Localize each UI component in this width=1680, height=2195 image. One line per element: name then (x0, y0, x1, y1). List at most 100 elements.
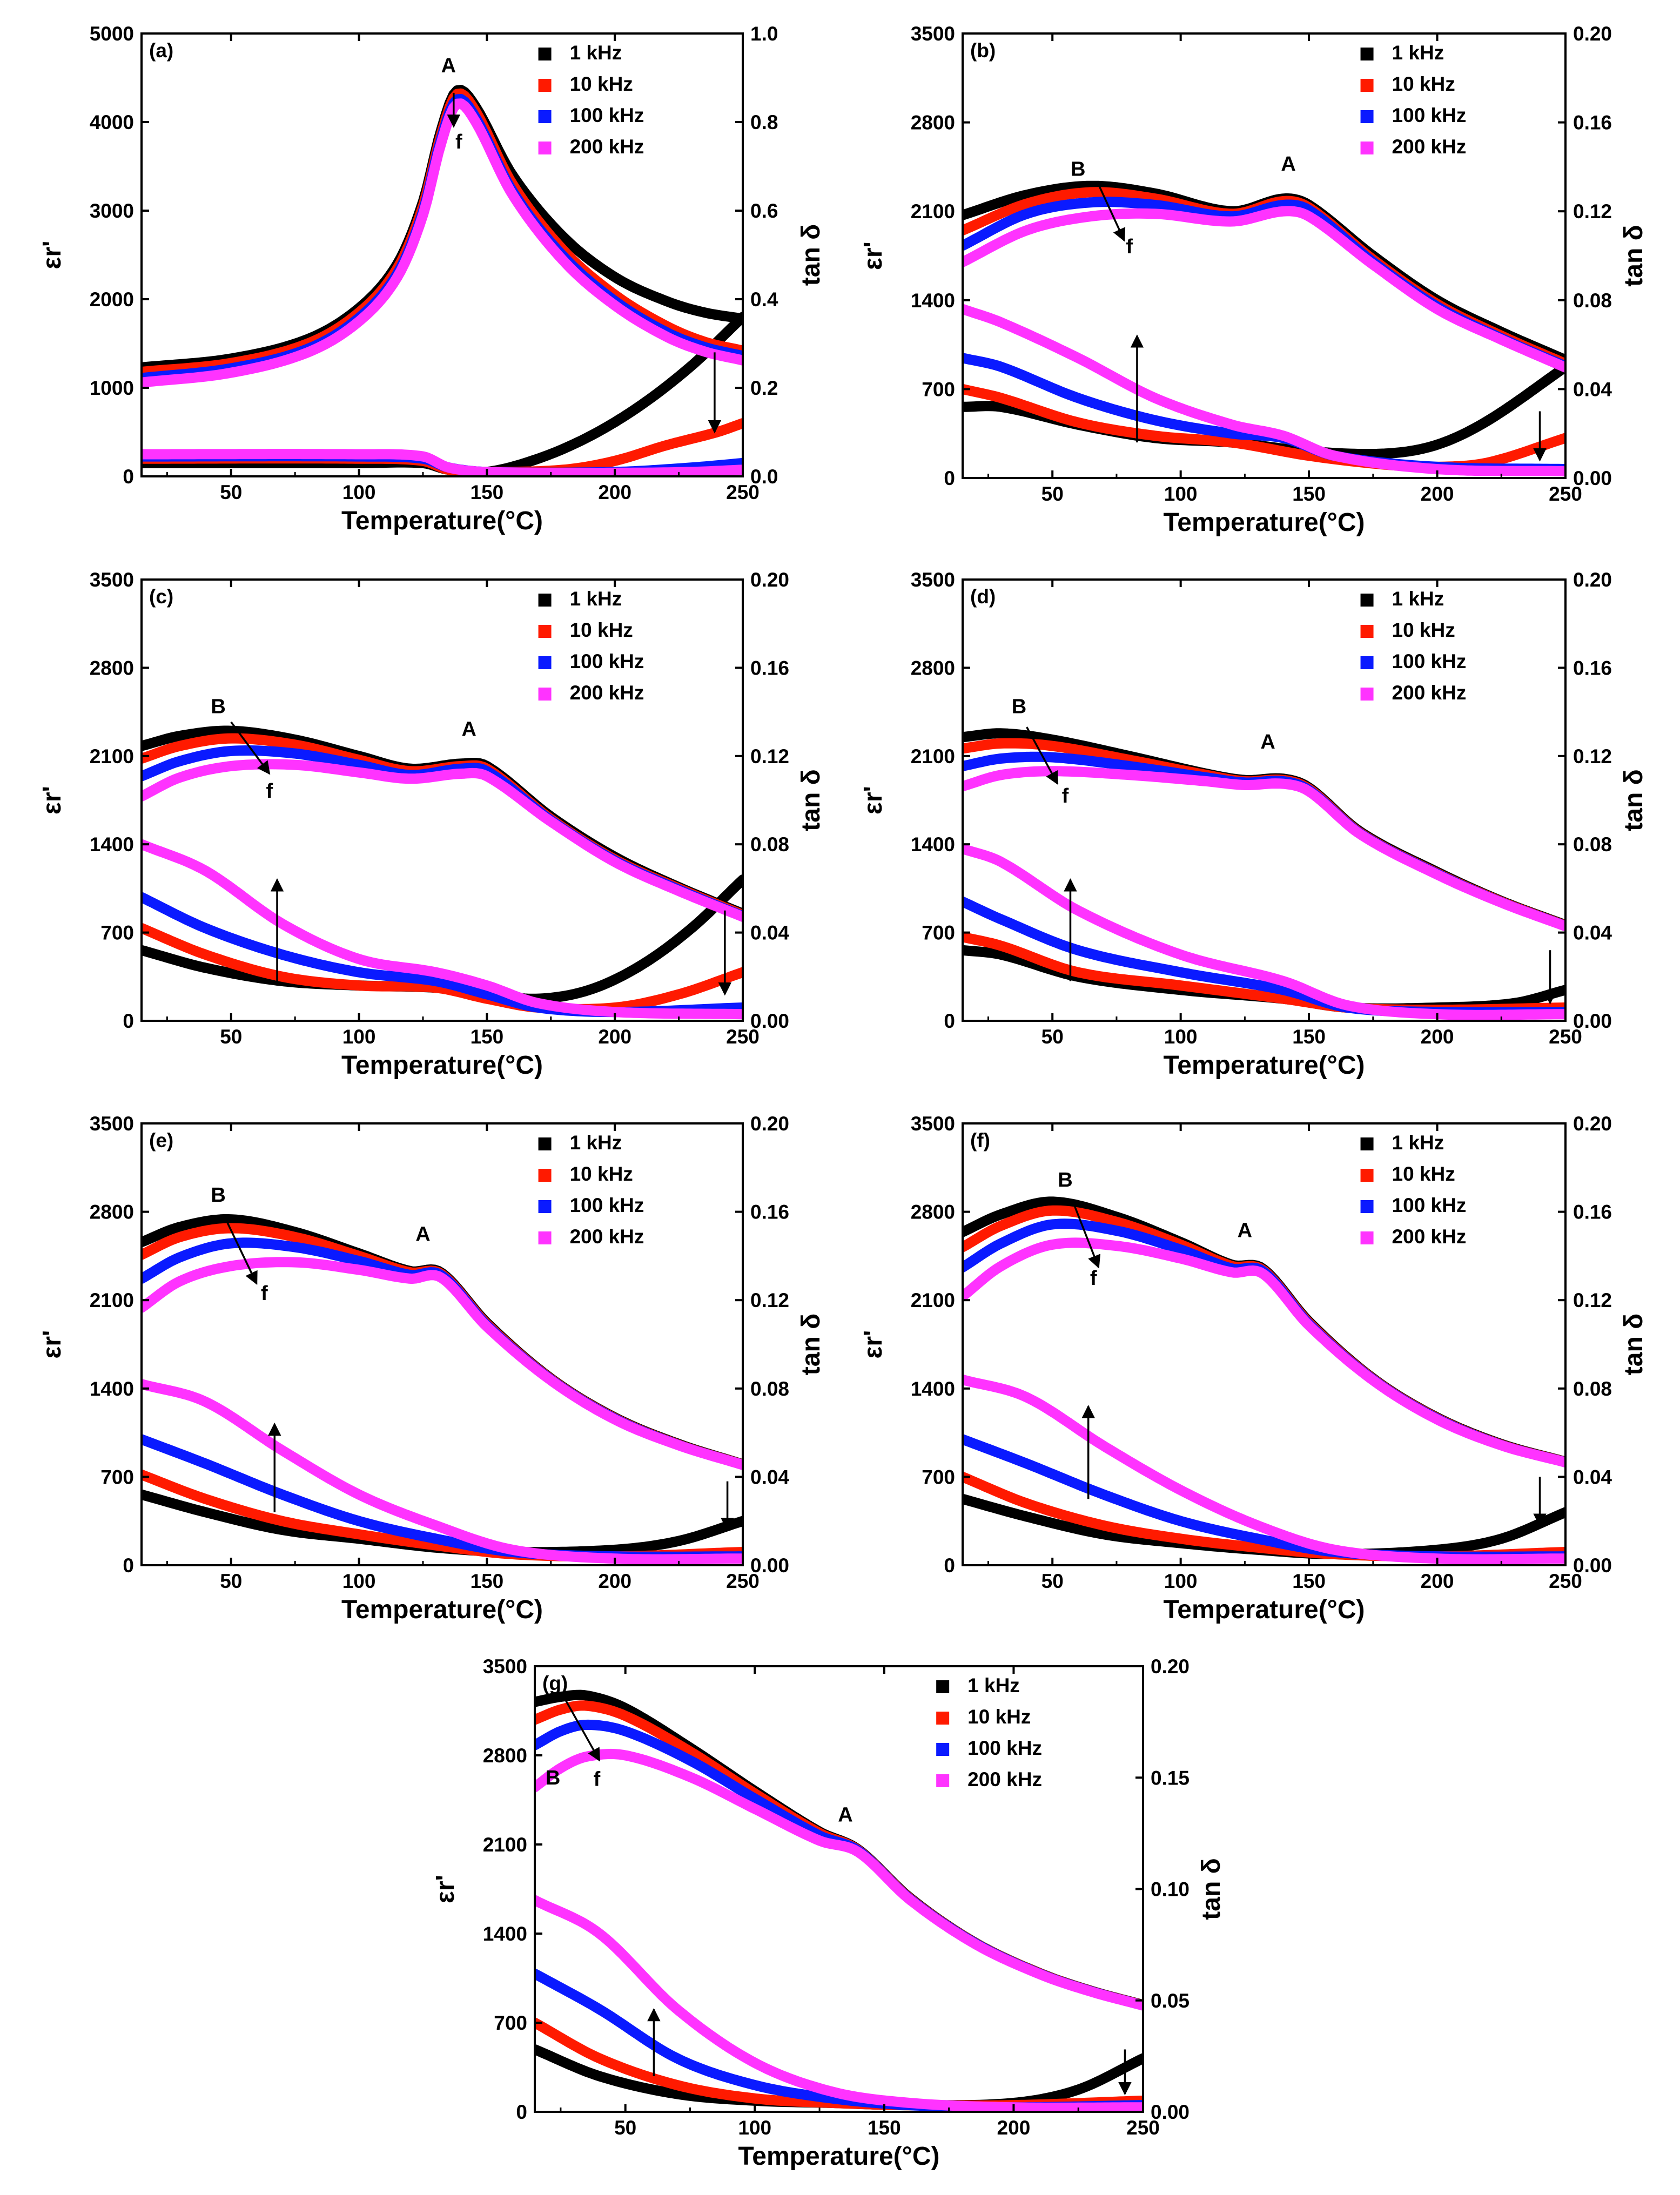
plot-frame (962, 578, 1567, 1022)
legend-entry: 200 kHz (1392, 1226, 1467, 1248)
plot-frame (140, 32, 744, 477)
x-tick-label: 100 (1164, 1570, 1198, 1592)
legend-swatch (936, 1680, 950, 1693)
permittivity-series-200-khz (535, 1748, 1143, 2011)
legend-entry: 100 kHz (1392, 1194, 1467, 1216)
legend-entry: 200 kHz (570, 682, 644, 704)
annotation-f: f (261, 1282, 268, 1305)
y-right-tick-label: 0.08 (1573, 1378, 1612, 1400)
panel-c: 50 100 150 200 250 0 700 1400 2100 2800 3500 0.00 0.… (38, 569, 825, 1080)
annotation-B: B (211, 1184, 225, 1207)
panel-label: (e) (149, 1129, 173, 1152)
y-right-axis-label: tan δ (797, 224, 825, 286)
legend-entry: 100 kHz (1392, 104, 1467, 126)
panel-label: (a) (149, 39, 173, 62)
y-right-tick-label: 0.16 (750, 1201, 789, 1223)
annotation-B: B (211, 695, 225, 718)
y-left-tick-label: 3500 (483, 1655, 527, 1678)
legend-swatch (538, 1169, 552, 1182)
legend-swatch (538, 1231, 552, 1244)
y-right-axis-label: tan δ (1619, 769, 1648, 831)
y-left-tick-label: 3500 (90, 569, 134, 591)
y-left-tick-label: 700 (100, 1466, 134, 1488)
y-right-tick-label: 0.20 (750, 569, 789, 591)
legend-swatch (538, 625, 552, 638)
x-tick-label: 150 (471, 1570, 504, 1592)
y-right-tick-label: 0.6 (750, 200, 778, 222)
legend-swatch (1360, 1200, 1374, 1213)
legend-entry: 1 kHz (967, 1674, 1020, 1696)
series-group (142, 85, 743, 476)
legend-swatch (538, 1137, 552, 1150)
x-tick-label: 100 (1164, 1026, 1198, 1048)
annotation-A: A (838, 1804, 852, 1827)
tan-delta-series-200-khz (963, 304, 1565, 477)
y-right-axis-label: tan δ (797, 769, 825, 831)
legend-entry: 1 kHz (1392, 588, 1444, 610)
panel-f: 50 100 150 200 250 0 700 1400 2100 2800 3500 0.00 0.… (859, 1113, 1648, 1624)
y-right-tick-label: 0.12 (750, 1289, 789, 1311)
y-left-tick-label: 2100 (911, 1289, 955, 1311)
annotation-f: f (455, 131, 462, 153)
x-axis-label: Temperature(°C) (341, 1051, 543, 1080)
y-right-tick-label: 0.00 (1151, 2101, 1190, 2123)
legend-entry: 10 kHz (570, 619, 633, 641)
legend-swatch (936, 1774, 950, 1787)
y-left-tick-label: 1400 (90, 833, 134, 856)
legend-swatch (936, 1712, 950, 1725)
x-tick-label: 100 (342, 1026, 376, 1048)
x-tick-label: 50 (220, 1570, 242, 1592)
permittivity-series-200-khz (963, 206, 1565, 373)
panel-a: 50 100 150 200 250 0 1000 2000 3000 4000 5000 0.0 0.… (38, 23, 825, 535)
panel-b: 50 100 150 200 250 0 700 1400 2100 2800 3500 0.00 0.… (859, 23, 1648, 537)
y-left-tick-label: 2800 (90, 1201, 134, 1223)
y-left-axis-label: εr' (38, 1330, 66, 1359)
y-left-tick-label: 0 (944, 1554, 955, 1577)
x-axis-label: Temperature(°C) (341, 1595, 543, 1624)
panel-label: (d) (970, 585, 996, 608)
y-left-tick-label: 5000 (90, 23, 134, 45)
legend-entry: 1 kHz (570, 42, 622, 64)
y-left-tick-label: 2800 (911, 657, 955, 679)
panel-label: (g) (542, 1672, 568, 1694)
y-left-tick-label: 2800 (483, 1745, 527, 1767)
series-group (963, 728, 1565, 1020)
legend-entry: 100 kHz (570, 104, 644, 126)
y-right-axis-label: tan δ (1197, 1858, 1226, 1920)
x-tick-label: 150 (868, 2117, 901, 2139)
annotation-B: B (546, 1767, 560, 1789)
y-left-tick-label: 700 (494, 2012, 527, 2034)
y-right-tick-label: 0.04 (750, 1466, 789, 1488)
legend-swatch (1360, 1137, 1374, 1150)
annotation-A: A (1260, 731, 1275, 753)
y-left-tick-label: 0 (123, 1554, 134, 1577)
y-right-tick-label: 0.16 (1573, 657, 1612, 679)
series-group (142, 725, 743, 1020)
legend-entry: 1 kHz (570, 1132, 622, 1154)
tan-delta-series-100-khz (963, 1434, 1565, 1562)
x-tick-label: 150 (471, 1026, 504, 1048)
y-left-tick-label: 1400 (911, 1378, 955, 1400)
plot-frame (140, 1122, 744, 1566)
y-left-tick-label: 2100 (911, 200, 955, 223)
legend-entry: 10 kHz (1392, 619, 1455, 641)
y-right-tick-label: 0.16 (750, 657, 789, 679)
legend-swatch (538, 656, 552, 669)
annotation-f: f (1090, 1267, 1097, 1290)
legend-swatch (936, 1743, 950, 1756)
legend-swatch (1360, 688, 1374, 701)
legend-swatch (1360, 594, 1374, 607)
legend-entry: 1 kHz (1392, 42, 1444, 64)
y-right-tick-label: 0.20 (1151, 1655, 1190, 1678)
trend-arrow (1098, 184, 1126, 242)
x-tick-label: 100 (342, 481, 376, 503)
legend-entry: 200 kHz (1392, 136, 1467, 158)
x-tick-label: 150 (1292, 1026, 1326, 1048)
legend-swatch (538, 48, 552, 60)
x-tick-label: 50 (1041, 1570, 1064, 1592)
y-right-axis-label: tan δ (1619, 225, 1648, 286)
y-left-axis-label: εr' (38, 786, 66, 814)
y-right-tick-label: 0.10 (1151, 1878, 1190, 1901)
legend-entry: 200 kHz (570, 1226, 644, 1248)
y-right-tick-label: 0.00 (750, 1554, 789, 1577)
